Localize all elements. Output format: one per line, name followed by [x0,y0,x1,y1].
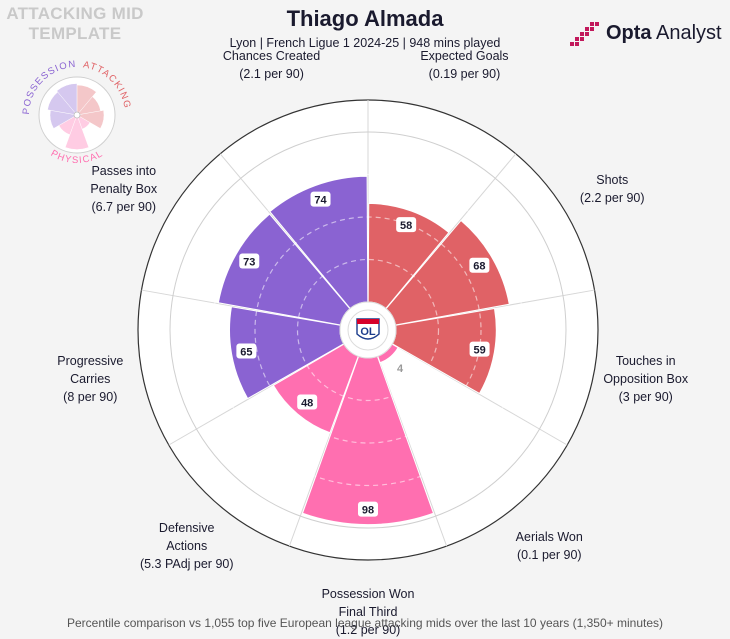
value-badge: 58 [396,217,417,233]
category-label: Defensive [159,521,215,535]
category-label: (5.3 PAdj per 90) [140,557,234,571]
opta-dots-icon [570,22,599,46]
value-badge: 68 [469,257,490,273]
category-label: Actions [166,539,207,553]
category-label: (2.1 per 90) [239,67,304,81]
grid-ring-100 [169,131,567,529]
grid-ring-50 [254,216,482,444]
grid-ring-25 [296,258,440,402]
category-label: Passes into [91,164,156,178]
club-crest-text: OL [360,326,376,338]
category-label: Aerials Won [516,530,583,544]
value-label: 48 [301,397,313,409]
value-label: 58 [400,220,412,232]
value-badge-bg [297,394,318,410]
footnote: Percentile comparison vs 1,055 top five … [67,616,663,630]
category-label: (0.1 per 90) [517,548,582,562]
value-badge-bg [358,501,378,517]
legend-center [73,111,81,119]
brand-logo: Opta Analyst [570,20,722,46]
category-label: (0.19 per 90) [429,67,501,81]
value-badge-bg [236,343,257,359]
value-badge: 48 [297,394,318,410]
category-label: Possession Won [322,587,415,601]
brand-text: Opta Analyst [606,21,722,44]
value-label: 74 [314,195,327,207]
value-badge: 59 [469,341,490,357]
grid-ring-75 [211,173,525,487]
category-label: Penalty Box [90,182,157,196]
category-label: (1.2 per 90) [336,623,401,637]
category-label: (6.7 per 90) [91,200,156,214]
category-label: (8 per 90) [63,390,117,404]
value-badge-bg [310,191,331,207]
value-label: 59 [473,345,485,357]
value-label: 4 [397,363,404,375]
category-label: Chances Created [223,49,320,63]
category-label: Shots [596,173,628,187]
category-label: (2.2 per 90) [580,191,645,205]
player-name: Thiago Almada [286,6,444,31]
category-label: (3 per 90) [619,390,673,404]
value-badge-bg [469,341,490,357]
value-label: 68 [473,261,485,273]
category-label: Touches in [616,354,676,368]
template-title: ATTACKING MID TEMPLATE [6,4,144,43]
value-badge-bg [396,217,417,233]
value-badge-bg [469,257,490,273]
value-badge: 4 [397,363,404,375]
value-label: 65 [240,346,252,358]
grid-ring-0 [339,301,397,359]
category-label: Final Third [339,605,398,619]
category-label: Opposition Box [603,372,689,386]
value-badge: 73 [239,253,260,269]
value-label: 73 [243,256,255,268]
value-badge: 98 [358,501,378,517]
category-label: Progressive [57,354,123,368]
category-label: Carries [70,372,110,386]
subtitle: Lyon | French Ligue 1 2024-25 | 948 mins… [229,36,501,50]
value-badge-bg [239,253,260,269]
club-crest-band [357,319,379,324]
category-label: Expected Goals [420,49,508,63]
value-badge: 65 [236,343,257,359]
value-badge: 74 [310,191,331,207]
value-label: 98 [362,505,374,517]
